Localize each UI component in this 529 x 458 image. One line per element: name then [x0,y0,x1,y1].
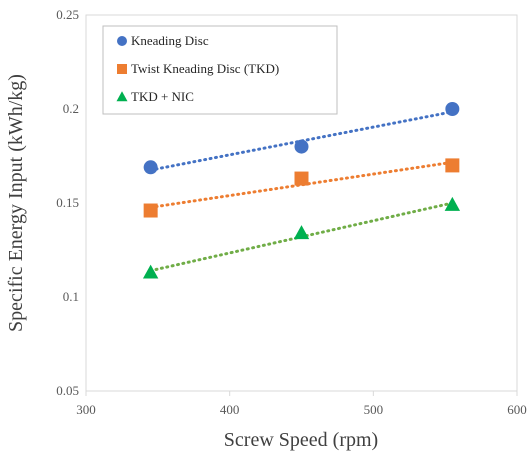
legend-marker [116,91,128,102]
data-point [294,139,309,154]
data-point [445,102,460,116]
legend-label: Twist Kneading Disc (TKD) [131,61,279,76]
x-tick-label: 600 [507,402,527,417]
data-point [294,171,309,186]
y-tick-label: 0.15 [56,195,79,210]
data-point [142,264,159,279]
y-tick-label: 0.05 [56,383,79,398]
legend: Kneading Disc Twist Kneading Disc (TKD) TK… [102,25,338,115]
y-tick-label: 0.1 [63,289,79,304]
legend-marker [117,64,127,74]
data-point [143,203,158,218]
y-tick-label: 0.25 [56,7,79,22]
x-axis-ticks: 300 400 500 600 [76,391,527,417]
x-tick-label: 300 [76,402,96,417]
data-point [293,225,310,240]
data-markers [142,102,461,279]
legend-box [102,25,338,115]
data-point [445,158,460,173]
data-point [143,160,158,175]
x-axis-title: Screw Speed (rpm) [224,429,378,451]
legend-label: Kneading Disc [131,33,209,48]
y-axis-ticks: 0.05 0.1 0.15 0.2 0.25 [56,7,79,398]
legend-marker [117,36,127,46]
y-axis-title: Specific Energy Input (kWh/kg) [5,74,27,332]
x-tick-label: 400 [220,402,240,417]
y-tick-label: 0.2 [63,101,79,116]
data-point [444,196,461,211]
legend-label: TKD + NIC [131,89,194,104]
x-tick-label: 500 [364,402,384,417]
